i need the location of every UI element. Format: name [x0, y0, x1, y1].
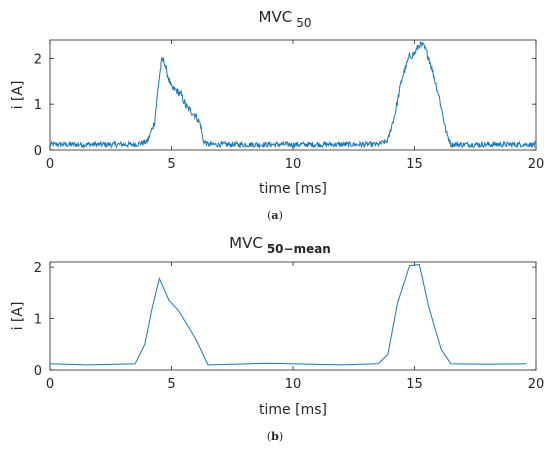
panel-b-x-tick-label: 5 [167, 377, 175, 392]
panel-b-y-axis-label: i [A] [10, 302, 26, 331]
panel-a-x-tick-label: 5 [167, 157, 175, 172]
panel-a-x-tick-label: 20 [528, 157, 545, 172]
panel-a-x-tick-label: 15 [406, 157, 423, 172]
panel-b-x-tick-label: 0 [46, 377, 54, 392]
panel-a-ticks: 0 5 10 15 20 0 1 2 [34, 40, 545, 172]
panel-a: MVC 50 0 5 10 15 20 0 1 2 i [A] time [ms] (a) [10, 8, 544, 222]
panel-b-y-tick-label: 0 [34, 364, 42, 379]
panel-a-y-tick-label: 2 [34, 52, 42, 67]
panel-a-y-tick-label: 1 [34, 98, 42, 113]
panel-a-caption: (a) [267, 209, 283, 222]
panel-b-x-tick-label: 15 [406, 377, 423, 392]
panel-b: MVC 50−mean 0 5 10 15 20 0 1 2 i [A] time [ms] (… [10, 234, 544, 443]
panel-b-x-tick-label: 20 [528, 377, 545, 392]
panel-b-title: MVC 50−mean [229, 234, 331, 256]
panel-a-y-tick-label: 0 [34, 144, 42, 159]
panel-b-plot-box [49, 261, 537, 371]
panel-a-plot-box [49, 39, 537, 151]
panel-a-x-axis-label: time [ms] [259, 181, 327, 197]
panel-b-x-tick-label: 10 [285, 377, 302, 392]
panel-b-caption: (b) [267, 430, 283, 443]
panel-a-series-line [49, 41, 537, 150]
panel-b-y-tick-label: 2 [34, 261, 42, 276]
panel-a-x-tick-label: 10 [285, 157, 302, 172]
panel-b-series-line [49, 264, 527, 366]
panel-b-x-axis-label: time [ms] [259, 402, 327, 418]
panel-a-title: MVC 50 [259, 8, 312, 30]
panel-a-y-axis-label: i [A] [10, 81, 26, 110]
panel-b-y-tick-label: 1 [34, 313, 42, 328]
panel-b-ticks: 0 5 10 15 20 0 1 2 [34, 261, 545, 392]
panel-a-x-tick-label: 0 [46, 157, 54, 172]
